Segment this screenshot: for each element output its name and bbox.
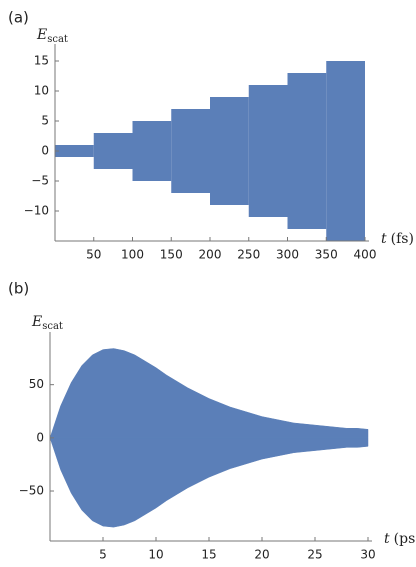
- envelope-lower: [49, 437, 369, 528]
- x-tick-label: 250: [237, 248, 260, 262]
- y-tick-label: 0: [41, 144, 49, 158]
- x-tick-label: 200: [199, 248, 222, 262]
- x-axis-label-main: t: [384, 531, 390, 547]
- envelope-step: [132, 121, 172, 181]
- x-tick-label: 15: [201, 548, 216, 562]
- x-axis-label-unit: (fs): [391, 231, 414, 247]
- envelope-step: [171, 109, 210, 193]
- x-tick-label: 25: [307, 548, 322, 562]
- y-axis-label-sub: scat: [42, 321, 63, 332]
- y-axis-label-main: E: [36, 27, 47, 43]
- x-axis-label: t(ps): [384, 531, 416, 547]
- x-tick-label: 5: [99, 548, 107, 562]
- x-tick-label: 50: [86, 248, 101, 262]
- x-tick-label: 20: [254, 548, 269, 562]
- y-tick-label: 50: [29, 377, 44, 391]
- y-tick-label: −5: [31, 174, 49, 188]
- y-tick-label: −50: [19, 484, 44, 498]
- x-tick-label: 300: [276, 248, 299, 262]
- y-axis-label-main: E: [31, 314, 42, 330]
- x-axis-label: t (fs): [381, 231, 414, 247]
- envelope-upper: [49, 348, 369, 439]
- y-tick-label: 15: [34, 54, 49, 68]
- y-axis-label: Escat: [31, 314, 63, 332]
- x-tick-label: 100: [121, 248, 144, 262]
- envelope-step: [210, 97, 249, 205]
- y-tick-label: 10: [34, 84, 49, 98]
- envelope-step: [55, 145, 94, 157]
- y-axis-label-sub: scat: [47, 34, 68, 45]
- envelope-step: [326, 61, 365, 241]
- x-axis-label-unit: (ps): [394, 531, 416, 547]
- x-tick-label: 150: [160, 248, 183, 262]
- envelope-step: [248, 85, 288, 217]
- y-tick-label: −10: [24, 204, 49, 218]
- x-tick-label: 10: [148, 548, 163, 562]
- y-tick-label: 0: [36, 430, 44, 444]
- x-tick-label: 30: [360, 548, 375, 562]
- envelope-step: [93, 133, 133, 169]
- x-tick-label: 350: [315, 248, 338, 262]
- y-axis-label: Escat: [36, 27, 68, 45]
- envelope-step: [287, 73, 327, 229]
- x-axis-label-main: t: [381, 231, 387, 247]
- panel-label: (a): [8, 9, 29, 27]
- x-tick-label: 400: [354, 248, 377, 262]
- y-tick-label: 5: [41, 114, 49, 128]
- panel-label: (b): [8, 280, 29, 298]
